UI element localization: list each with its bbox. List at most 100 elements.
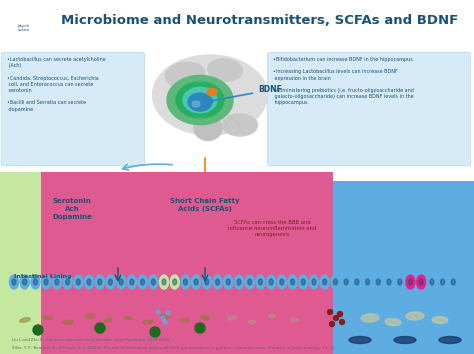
Ellipse shape [87,279,91,285]
FancyBboxPatch shape [1,52,145,166]
Ellipse shape [185,245,199,259]
Ellipse shape [451,279,456,285]
FancyBboxPatch shape [0,181,474,354]
Text: •Bifidobacterium can increase BDNF in the hippocampus

•Increasing Lactobacillus: •Bifidobacterium can increase BDNF in th… [273,57,414,105]
Ellipse shape [428,275,437,289]
Ellipse shape [173,279,177,285]
Ellipse shape [264,312,279,320]
Ellipse shape [333,279,337,285]
Ellipse shape [41,314,55,321]
Ellipse shape [44,279,48,285]
Ellipse shape [165,62,205,88]
Ellipse shape [138,275,147,289]
Ellipse shape [337,312,343,316]
Ellipse shape [187,222,209,244]
Ellipse shape [248,320,256,324]
Ellipse shape [34,279,37,285]
Ellipse shape [449,275,458,289]
Ellipse shape [159,275,168,289]
Ellipse shape [29,226,47,244]
Ellipse shape [181,275,190,289]
Ellipse shape [224,275,233,289]
Ellipse shape [256,275,265,289]
Ellipse shape [76,279,80,285]
Ellipse shape [406,275,415,289]
Ellipse shape [384,275,393,289]
Ellipse shape [44,316,53,320]
Ellipse shape [387,279,391,285]
Circle shape [176,82,224,118]
Ellipse shape [195,323,205,333]
Ellipse shape [269,279,273,285]
Ellipse shape [166,226,184,244]
FancyBboxPatch shape [268,52,470,166]
Ellipse shape [191,275,201,289]
Ellipse shape [74,275,83,289]
Ellipse shape [37,238,51,252]
Ellipse shape [20,275,29,289]
Ellipse shape [143,320,153,324]
Ellipse shape [376,279,380,285]
Ellipse shape [344,279,348,285]
Ellipse shape [89,243,103,257]
Ellipse shape [398,279,401,285]
Ellipse shape [301,279,305,285]
Ellipse shape [24,244,36,256]
Text: Short Chain Fatty
Acids (SCFAs): Short Chain Fatty Acids (SCFAs) [170,198,240,212]
Ellipse shape [438,275,447,289]
Ellipse shape [14,16,42,44]
Ellipse shape [150,327,160,337]
Text: •Lactobacillus can secrete acetylcholine
 (Ach)

•Candida, Streptococcus, Escher: •Lactobacillus can secrete acetylcholine… [7,57,106,112]
Ellipse shape [95,323,105,333]
Ellipse shape [349,337,371,343]
Ellipse shape [128,275,137,289]
Ellipse shape [235,275,244,289]
Ellipse shape [161,316,165,320]
Ellipse shape [140,318,156,326]
Ellipse shape [153,55,267,135]
Ellipse shape [52,275,61,289]
Ellipse shape [208,97,232,113]
Ellipse shape [156,310,160,314]
Ellipse shape [245,275,254,289]
Ellipse shape [268,314,276,318]
Ellipse shape [161,314,169,318]
Ellipse shape [432,316,448,324]
FancyBboxPatch shape [6,192,468,328]
Ellipse shape [63,275,72,289]
Ellipse shape [106,275,115,289]
Ellipse shape [49,221,71,243]
Ellipse shape [194,279,198,285]
Ellipse shape [312,279,316,285]
Ellipse shape [417,275,426,289]
Text: Microbiome and Neurotransmitters, SCFAs and BDNF: Microbiome and Neurotransmitters, SCFAs … [61,14,459,27]
Ellipse shape [60,318,76,326]
Ellipse shape [50,250,66,266]
Ellipse shape [328,309,332,314]
FancyBboxPatch shape [0,172,278,354]
Ellipse shape [163,320,167,324]
Circle shape [183,87,217,113]
Ellipse shape [46,246,58,258]
FancyBboxPatch shape [0,184,474,354]
Ellipse shape [149,275,158,289]
Ellipse shape [12,279,16,285]
Ellipse shape [299,275,308,289]
Ellipse shape [202,275,211,289]
Ellipse shape [101,316,115,324]
Text: BDNF: BDNF [210,86,282,102]
Ellipse shape [374,275,383,289]
Ellipse shape [175,240,191,256]
Ellipse shape [31,275,40,289]
Ellipse shape [124,316,132,320]
Ellipse shape [65,279,70,285]
Ellipse shape [35,253,49,267]
Ellipse shape [60,214,76,230]
Ellipse shape [237,279,241,285]
Ellipse shape [419,279,423,285]
Ellipse shape [323,279,327,285]
Ellipse shape [202,247,218,263]
Ellipse shape [223,314,241,322]
Ellipse shape [197,314,213,321]
FancyBboxPatch shape [43,172,333,354]
